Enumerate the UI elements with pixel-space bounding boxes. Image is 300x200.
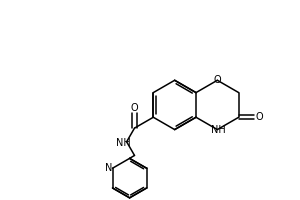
Text: O: O xyxy=(131,103,138,113)
Text: O: O xyxy=(214,75,221,85)
Text: N: N xyxy=(105,163,112,173)
Text: O: O xyxy=(256,112,263,122)
Text: NH: NH xyxy=(116,138,131,148)
Text: NH: NH xyxy=(211,125,226,135)
